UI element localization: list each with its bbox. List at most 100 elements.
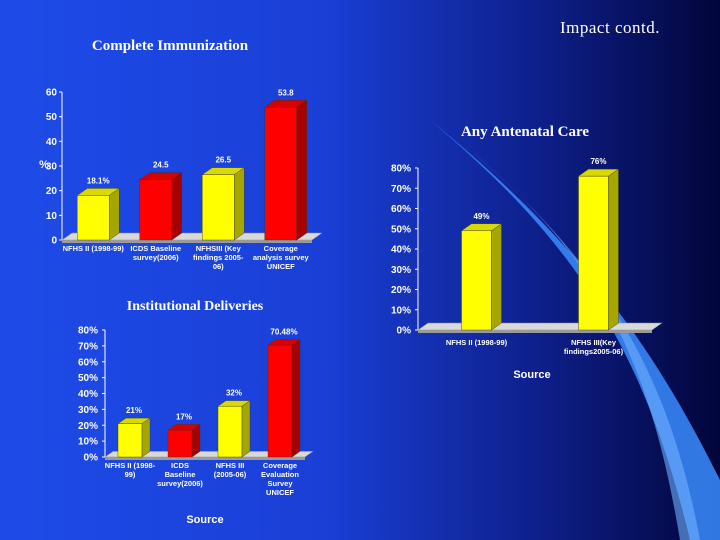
bar: [201, 167, 245, 241]
bar-front: [578, 175, 609, 331]
slide-title: Impact contd.: [560, 18, 660, 37]
y-tick-label: 20%: [391, 285, 411, 296]
y-tick-label: 40%: [391, 245, 411, 256]
bar-front: [77, 195, 110, 241]
y-tick-label: 0%: [84, 453, 99, 464]
bar-front: [264, 107, 297, 241]
data-label: 17%: [176, 412, 192, 421]
bar: [139, 172, 183, 241]
data-label: 24.5: [153, 161, 169, 170]
category-label: Coverage: [264, 244, 298, 253]
y-tick-label: 60%: [391, 204, 411, 215]
bar-side: [241, 400, 251, 458]
chart-institutional-deliveries: Institutional Deliveries 0% 10% 20% 30% 40% 50…: [78, 299, 314, 526]
bar-top: [139, 172, 183, 180]
y-axis-label: %: [39, 159, 49, 171]
x-axis-label: Source: [513, 369, 550, 381]
data-label: 70.48%: [270, 328, 297, 337]
y-tick-label: 50%: [391, 224, 411, 235]
y-tick-label: 40%: [78, 389, 98, 400]
chart-floor-edge: [105, 457, 305, 460]
bar: [577, 168, 620, 331]
bar-top: [117, 417, 151, 424]
bar: [217, 400, 251, 458]
bar: [167, 424, 201, 458]
y-tick-label: 20%: [78, 421, 98, 432]
chart-complete-immunization: Complete Immunization 0 10 20 30 40 50 60 18.1% N…: [39, 38, 323, 271]
y-tick-label: 60%: [78, 357, 98, 368]
bar-side: [109, 187, 120, 241]
category-label: UNICEF: [267, 262, 295, 271]
bar-top: [167, 424, 201, 431]
y-tick-label: 0: [51, 236, 57, 247]
bar-top: [460, 223, 503, 231]
category-label: NFHS II (1998-99): [63, 244, 125, 253]
chart-floor-edge: [418, 330, 652, 333]
category-label: survey(2006): [157, 479, 203, 488]
y-tick-label: 10: [46, 211, 58, 222]
bar-top: [264, 100, 308, 108]
bar-top: [267, 339, 301, 346]
bar: [267, 339, 301, 458]
y-tick-label: 70%: [78, 341, 98, 352]
category-label: findings2005-06): [564, 347, 624, 356]
bar-top: [577, 168, 620, 177]
data-label: 32%: [226, 389, 242, 398]
x-axis-label: Source: [186, 514, 223, 526]
chart-floor-edge: [62, 240, 312, 243]
y-tick-label: 80%: [391, 164, 411, 175]
bar-front: [267, 344, 293, 458]
category-label: Baseline: [165, 470, 196, 479]
y-tick-label: 30%: [78, 405, 98, 416]
bar-side: [296, 99, 307, 241]
chart-title: Any Antenatal Care: [461, 124, 589, 140]
bar: [117, 417, 151, 458]
category-label: NFHSIII (Key: [196, 244, 242, 253]
bar-side: [171, 172, 182, 241]
bar: [264, 99, 308, 241]
category-label: NFHS II (1998-99): [446, 338, 508, 347]
category-label: (2005-06): [214, 470, 247, 479]
bar-front: [461, 230, 492, 331]
bar-side: [491, 223, 502, 331]
category-label: Evaluation: [261, 470, 299, 479]
y-tick-label: 60: [46, 88, 58, 99]
data-label: 18.1%: [87, 176, 110, 185]
category-label: findings 2005-: [193, 253, 244, 262]
bar-side: [141, 417, 151, 458]
bar: [76, 187, 120, 241]
bar-front: [167, 429, 193, 458]
category-label: NFHS III: [216, 461, 245, 470]
y-tick-label: 50: [46, 112, 58, 123]
y-tick-label: 10%: [78, 437, 98, 448]
y-tick-label: 30: [46, 162, 58, 173]
data-label: 49%: [473, 212, 489, 221]
chart-floor: [417, 322, 663, 331]
category-label: UNICEF: [266, 488, 294, 497]
chart-title: Complete Immunization: [92, 38, 249, 54]
y-tick-label: 10%: [391, 305, 411, 316]
y-tick-label: 80%: [78, 326, 98, 337]
bar-side: [608, 168, 619, 331]
bar: [460, 223, 503, 331]
y-tick-label: 40: [46, 137, 58, 148]
y-tick-label: 50%: [78, 373, 98, 384]
category-label: NFHS III(Key: [571, 338, 617, 347]
y-tick-label: 70%: [391, 184, 411, 195]
bar-side: [291, 339, 301, 458]
category-label: NFHS II (1998-: [105, 461, 156, 470]
category-label: survey(2006): [133, 253, 179, 262]
data-label: 76%: [590, 157, 606, 166]
y-tick-label: 30%: [391, 265, 411, 276]
bar-side: [234, 167, 245, 241]
bar-top: [217, 400, 251, 407]
bar-front: [202, 174, 235, 241]
bar-front: [217, 406, 243, 458]
bar-front: [117, 423, 143, 458]
category-label: analysis survey: [253, 253, 310, 262]
category-label: Coverage: [263, 461, 297, 470]
bar-front: [139, 179, 172, 241]
y-tick-label: 0%: [397, 326, 412, 337]
category-label: Survey: [267, 479, 293, 488]
